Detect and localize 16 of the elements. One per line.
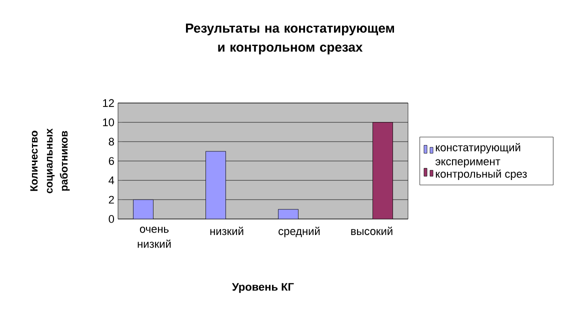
x-tick-label: средний	[278, 226, 320, 238]
chart-title: Результаты на констатирующем и контрольном срезах	[186, 24, 394, 54]
x-tick-label: высокий	[351, 226, 392, 236]
x-tick-label: очень низкий	[138, 226, 171, 248]
x-tick-label: низкий	[210, 226, 244, 236]
y-tick-label: 8	[108, 138, 114, 146]
legend-label: контрольный срез	[436, 170, 527, 180]
y-tick-label: 4	[108, 176, 114, 184]
y-tick-label: 2	[108, 196, 114, 204]
y-tick-label: 0	[108, 215, 114, 223]
y-tick-label: 6	[108, 157, 114, 165]
y-axis-title: Количество социальных работников	[30, 128, 70, 194]
x-axis-title: Уровень КГ	[232, 283, 294, 293]
legend-label: констатирующий эксперимент	[436, 143, 520, 168]
y-tick-label: 12	[103, 99, 114, 107]
y-tick-label: 10	[103, 118, 114, 126]
